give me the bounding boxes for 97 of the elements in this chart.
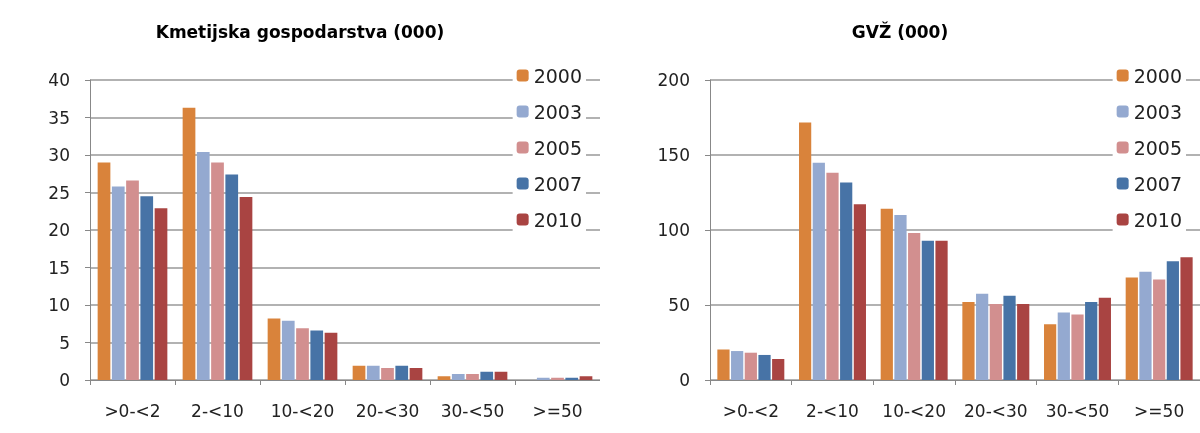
bar xyxy=(97,162,111,380)
x-tick-label: 2-<10 xyxy=(806,400,859,421)
legend-label: 2010 xyxy=(533,208,583,231)
bar xyxy=(744,352,757,380)
x-tick-label: 20-<30 xyxy=(355,400,420,421)
bar xyxy=(310,330,324,380)
bar xyxy=(880,208,893,380)
bar xyxy=(565,377,579,380)
bar xyxy=(962,302,975,380)
bar xyxy=(976,293,989,380)
y-tick-label: 30 xyxy=(48,145,70,165)
y-tick-label: 35 xyxy=(48,107,70,128)
bar xyxy=(352,365,366,380)
bar xyxy=(935,240,948,380)
x-tick-label: 20-<30 xyxy=(964,400,1028,421)
bar xyxy=(921,240,934,380)
legend-label: 2003 xyxy=(1133,100,1183,123)
chart-title: GVŽ (000) xyxy=(851,20,949,42)
bar xyxy=(1071,314,1084,380)
y-tick-label: 0 xyxy=(679,370,690,390)
legend-label: 2000 xyxy=(533,64,583,87)
bar xyxy=(196,152,210,380)
legend-label: 2003 xyxy=(533,100,583,123)
y-tick-label: 10 xyxy=(48,295,70,315)
y-tick-label: 150 xyxy=(657,145,690,165)
y-tick-label: 5 xyxy=(59,332,70,353)
y-tick-label: 50 xyxy=(668,295,690,315)
bar xyxy=(211,162,224,380)
bar xyxy=(1139,271,1152,380)
bar xyxy=(1085,302,1098,380)
legend-label: 2000 xyxy=(1133,64,1183,87)
bar xyxy=(466,374,479,380)
y-tick-label: 100 xyxy=(657,220,690,240)
bar xyxy=(731,351,744,380)
bar xyxy=(111,186,125,380)
bar xyxy=(381,368,394,380)
bar xyxy=(1166,261,1179,380)
bar xyxy=(1044,324,1057,380)
x-tick-label: >0-<2 xyxy=(722,400,779,421)
legend-label: 2005 xyxy=(533,136,583,159)
bar xyxy=(1057,312,1070,380)
bar xyxy=(989,303,1002,380)
y-tick-label: 25 xyxy=(48,182,70,203)
x-tick-label: 30-<50 xyxy=(1045,400,1110,421)
x-tick-label: 10-<20 xyxy=(882,400,946,421)
bar xyxy=(239,197,253,380)
bar xyxy=(126,180,139,380)
chart-title: Kmetijska gospodarstva (000) xyxy=(155,21,445,42)
bar xyxy=(395,365,409,380)
bar xyxy=(840,182,853,380)
bar xyxy=(281,320,295,380)
bar xyxy=(717,349,730,380)
x-tick-label: >0-<2 xyxy=(104,400,161,421)
bar xyxy=(1017,303,1030,380)
bar xyxy=(551,377,564,380)
bar xyxy=(1153,279,1166,380)
bar xyxy=(409,368,423,380)
x-tick-label: 10-<20 xyxy=(270,400,335,421)
x-tick-label: >=50 xyxy=(532,400,583,421)
bar xyxy=(140,196,154,380)
bar xyxy=(536,377,550,380)
bar xyxy=(1180,257,1193,380)
bar xyxy=(812,162,825,380)
bar xyxy=(296,328,309,380)
y-tick-label: 15 xyxy=(48,257,70,278)
bar xyxy=(772,359,785,380)
bar xyxy=(758,354,771,380)
x-tick-label: >=50 xyxy=(1134,400,1185,421)
bar xyxy=(826,172,839,380)
bar xyxy=(324,332,338,380)
bar xyxy=(1098,297,1111,380)
bar xyxy=(579,376,593,380)
legend-label: 2007 xyxy=(533,172,583,195)
y-tick-label: 0 xyxy=(59,370,70,390)
x-tick-label: 30-<50 xyxy=(440,400,505,421)
bar xyxy=(894,215,907,380)
x-tick-label: 2-<10 xyxy=(191,400,244,421)
bar xyxy=(1003,295,1016,380)
bar xyxy=(1125,277,1138,380)
bar xyxy=(267,318,281,380)
bar xyxy=(225,174,239,380)
bar xyxy=(451,374,465,380)
y-tick-label: 200 xyxy=(657,70,690,90)
bar xyxy=(154,208,168,380)
bar xyxy=(853,204,866,380)
bar xyxy=(494,371,508,380)
legend-label: 2005 xyxy=(1133,136,1183,159)
bar xyxy=(908,233,921,380)
bar xyxy=(480,371,494,380)
bar xyxy=(366,365,380,380)
y-tick-label: 20 xyxy=(48,220,70,240)
bar xyxy=(182,107,196,380)
legend-label: 2010 xyxy=(1133,208,1183,231)
legend-label: 2007 xyxy=(1133,172,1183,195)
bar xyxy=(799,122,812,380)
bar xyxy=(437,376,451,380)
y-tick-label: 40 xyxy=(48,70,70,90)
